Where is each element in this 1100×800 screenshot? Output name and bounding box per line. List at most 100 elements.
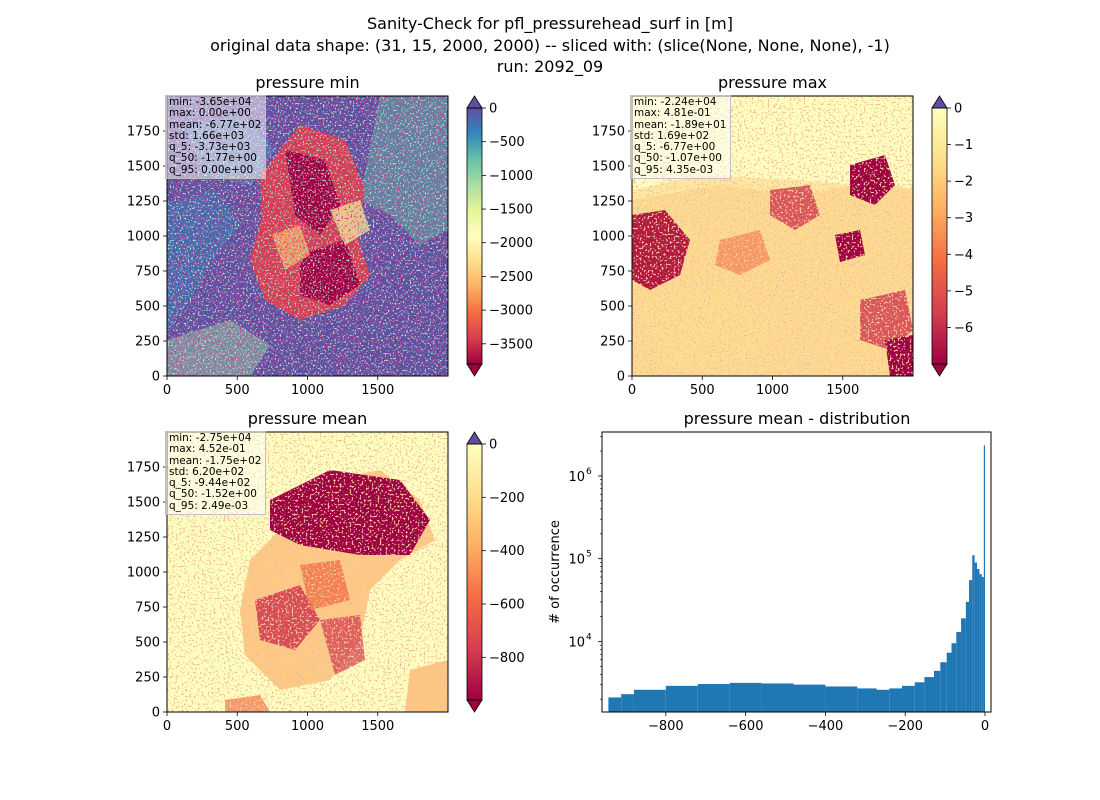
x-tick-label: 1500	[361, 383, 394, 398]
stat-line: q_5: -9.44e+02	[169, 477, 251, 490]
histogram-bar	[969, 580, 973, 712]
x-tick-label: −400	[808, 719, 844, 734]
histogram-bar	[857, 688, 877, 712]
y-tick-label: 1750	[127, 461, 160, 476]
stat-line: q_5: -6.77e+00	[634, 141, 716, 154]
x-tick-label: 1500	[361, 719, 394, 734]
y-tick-label: 750	[135, 265, 160, 280]
stat-line: q_50: -1.07e+00	[634, 152, 722, 165]
figure-title-line-1: Sanity-Check for pfl_pressurehead_surf i…	[367, 14, 733, 34]
x-tick-label: 1000	[291, 383, 324, 398]
colorbar-tick-label: −1500	[489, 203, 533, 218]
stat-line: max: 4.52e-01	[169, 443, 246, 456]
stat-line: min: -3.65e+04	[169, 96, 252, 108]
panel-title: pressure max	[718, 73, 827, 92]
y-tick-label: 0	[617, 370, 625, 385]
histogram-bar	[977, 569, 980, 712]
x-tick-label: 0	[981, 719, 989, 734]
histogram-bar	[965, 601, 970, 712]
y-tick-exponent: 4	[586, 632, 592, 642]
panel-title: pressure min	[255, 73, 359, 92]
y-tick-label: 0	[152, 706, 160, 721]
y-tick-label: 10	[568, 470, 585, 485]
stat-line: q_5: -3.73e+03	[169, 141, 251, 154]
stat-line: q_95: 0.00e+00	[169, 163, 254, 176]
stats-box-pressure-min: min: -3.65e+04 max: 0.00e+00 mean: -6.77e+…	[165, 95, 267, 180]
histogram-bar	[889, 688, 903, 712]
heatmap-image	[167, 432, 448, 712]
colorbar-tick-label: −4	[954, 248, 973, 263]
stat-line: q_50: -1.77e+00	[169, 152, 257, 165]
histogram-bar	[902, 685, 915, 712]
x-tick-label: 0	[163, 383, 171, 398]
figure-title-line-3: run: 2092_09	[497, 57, 603, 77]
stat-line: q_50: -1.52e+00	[169, 488, 257, 501]
colorbar: 0 −1 −2 −3 −4 −5 −6	[931, 95, 973, 377]
histogram-bar	[951, 643, 957, 712]
histogram-bar	[697, 684, 730, 712]
histogram-bar	[621, 694, 634, 712]
y-tick-label: 1250	[592, 195, 625, 210]
y-tick-label: 10	[568, 635, 585, 650]
y-tick-label: 1250	[127, 195, 160, 210]
histogram-bar	[761, 683, 794, 712]
histogram-bar	[665, 685, 698, 712]
panel-pressure-mean: pressure mean 0 500 1000 1500 0 250 500 750 1000…	[127, 409, 525, 734]
figure-title-line-2: original data shape: (31, 15, 2000, 2000…	[210, 36, 890, 55]
stat-line: mean: -6.77e+02	[169, 118, 262, 131]
x-tick-label: −200	[887, 719, 923, 734]
stat-line: q_95: 2.49e-03	[169, 499, 249, 512]
y-tick-label: 500	[135, 636, 160, 651]
axes: 0 500 1000 1500 0 250 500 750 1000 1250 1500 1750	[127, 461, 394, 735]
stat-line: std: 6.20e+02	[169, 465, 245, 478]
y-tick-label: 1500	[127, 496, 160, 511]
histogram-bar	[924, 677, 934, 712]
x-tick-label: 1500	[826, 383, 859, 398]
x-tick-label: 500	[225, 383, 250, 398]
histogram-bar	[633, 689, 666, 712]
panel-pressure-mean-distribution: pressure mean - distribution # of occurr…	[548, 409, 992, 734]
stat-line: q_95: 4.35e-03	[634, 163, 714, 176]
x-tick-label: 500	[225, 719, 250, 734]
y-tick-label: 10	[568, 553, 585, 568]
histogram-bar	[825, 686, 858, 712]
y-tick-label: 1750	[127, 125, 160, 140]
histogram-bar	[981, 577, 984, 712]
y-tick-label: 1000	[127, 230, 160, 245]
y-tick-label: 1750	[592, 125, 625, 140]
histogram-bar	[972, 555, 975, 712]
colorbar-tick-label: −3	[954, 211, 973, 226]
histogram-bar	[961, 618, 966, 712]
axes: 0 500 1000 1500 0 250 500 750 1000 1250 1500 1750	[127, 125, 394, 399]
stat-line: min: -2.75e+04	[169, 432, 252, 444]
y-tick-label: 1000	[127, 566, 160, 581]
colorbar-tick-label: −500	[489, 135, 525, 150]
x-tick-label: 0	[628, 383, 636, 398]
histogram-bar	[914, 682, 925, 712]
colorbar-tick-label: −1000	[489, 169, 533, 184]
colorbar-tick-label: −800	[489, 651, 525, 666]
stat-line: std: 1.66e+03	[169, 129, 245, 142]
colorbar: 0 −500 −1000 −1500 −2000 −2500 −3000 −3500	[466, 95, 533, 377]
y-tick-label: 250	[135, 335, 160, 350]
stat-line: min: -2.24e+04	[634, 96, 717, 108]
y-tick-label: 0	[152, 370, 160, 385]
colorbar-tick-label: −2000	[489, 236, 533, 251]
histogram-bar	[946, 652, 952, 712]
y-tick-label: 250	[135, 671, 160, 686]
colorbar-tick-label: −1	[954, 138, 973, 153]
histogram-bars	[608, 445, 986, 712]
stat-line: std: 1.69e+02	[634, 129, 710, 142]
y-tick-label: 750	[600, 265, 625, 280]
y-tick-label: 1500	[127, 160, 160, 175]
x-tick-label: 1000	[756, 383, 789, 398]
histogram-bar	[956, 631, 962, 712]
histogram-bar	[933, 670, 941, 712]
colorbar: 0 −200 −400 −600 −800	[466, 431, 525, 713]
y-tick-exponent: 5	[586, 550, 592, 560]
colorbar-tick-label: −600	[489, 598, 525, 613]
stat-line: mean: -1.89e+01	[634, 118, 727, 131]
colorbar-tick-label: −200	[489, 491, 525, 506]
